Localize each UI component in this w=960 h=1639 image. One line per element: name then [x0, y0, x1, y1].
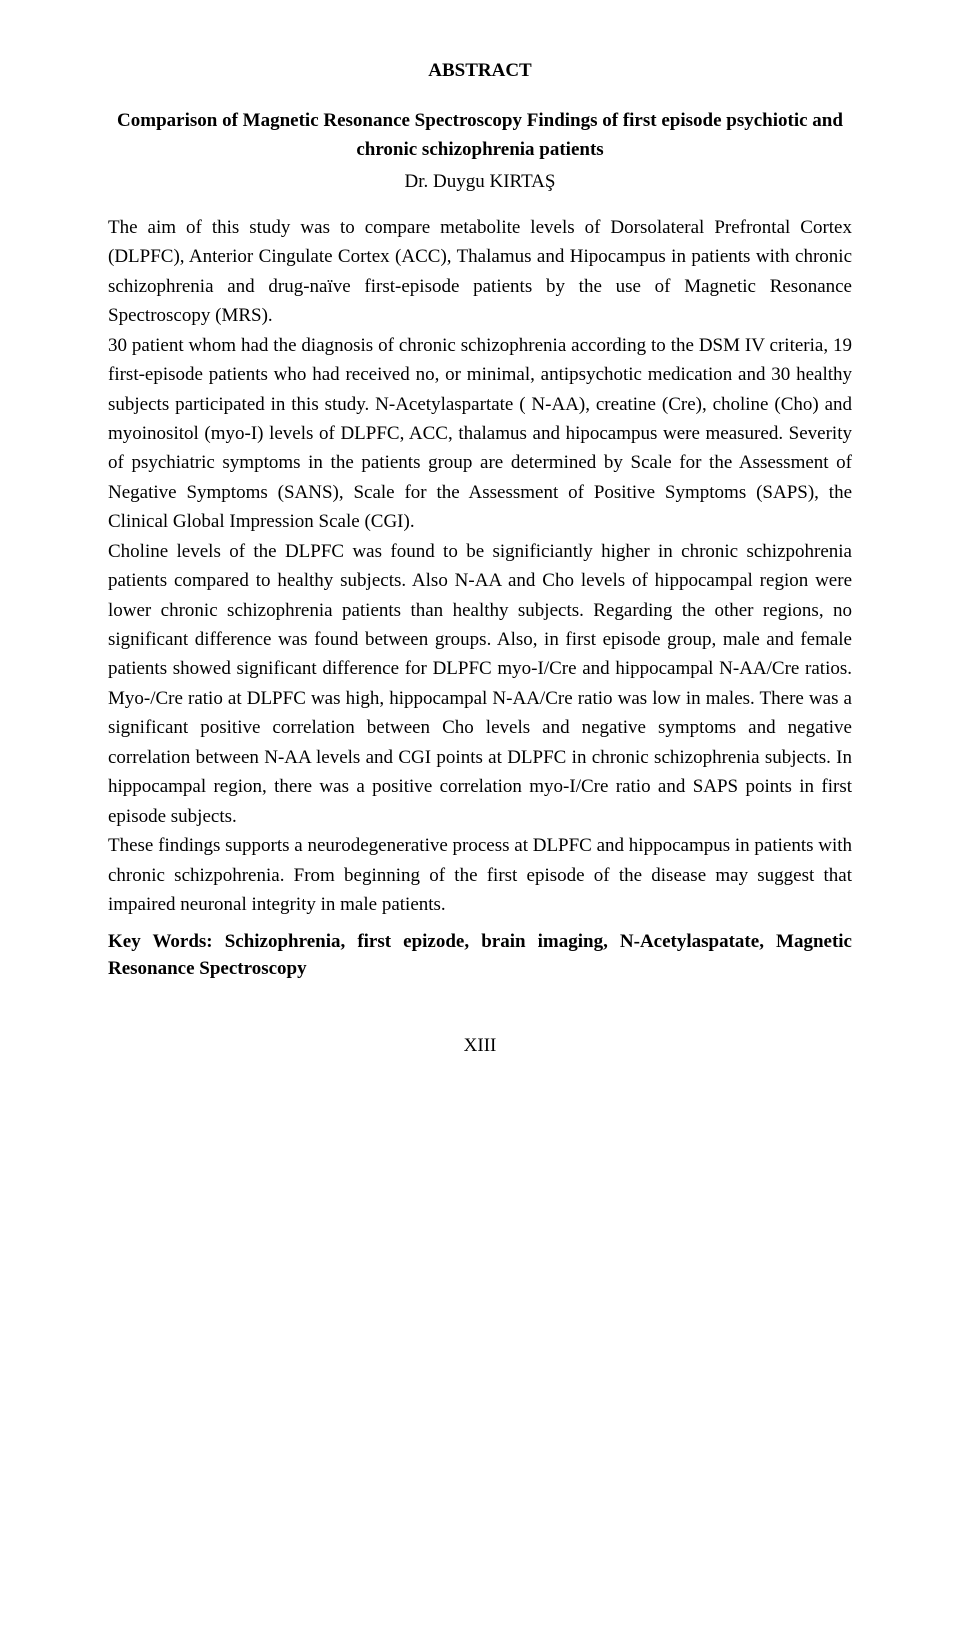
- keywords-line: Key Words: Schizophrenia, first epizode,…: [108, 929, 852, 982]
- paper-subtitle: Comparison of Magnetic Resonance Spectro…: [108, 106, 852, 165]
- page-number: XIII: [108, 1035, 852, 1057]
- abstract-section-title: ABSTRACT: [108, 60, 852, 82]
- author-name: Dr. Duygu KIRTAŞ: [108, 171, 852, 193]
- abstract-body: The aim of this study was to compare met…: [108, 213, 852, 920]
